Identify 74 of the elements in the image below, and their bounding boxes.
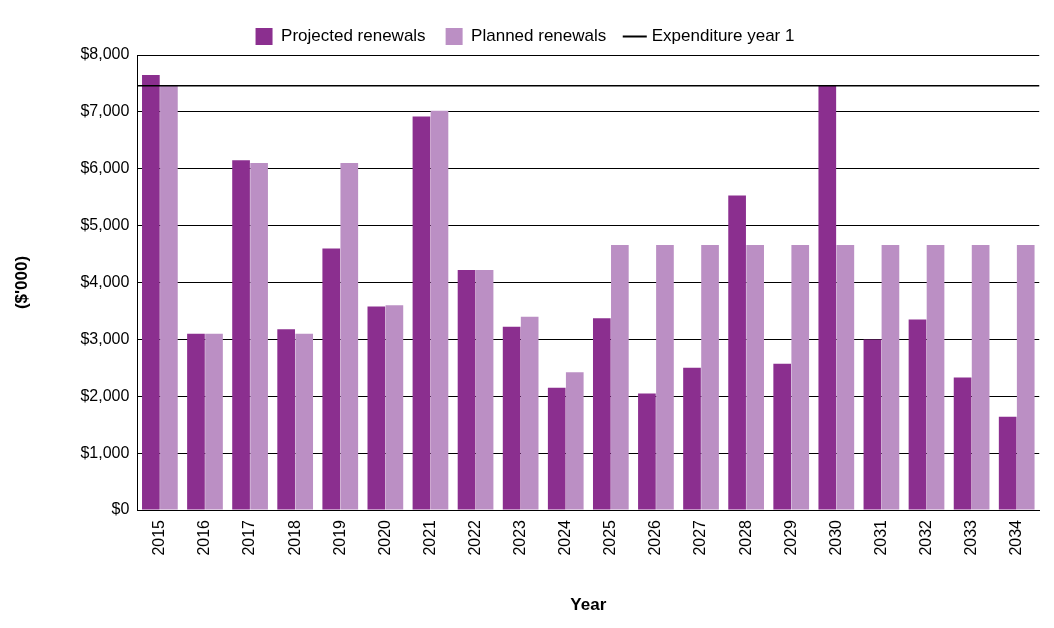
x-tick-label: 2020 xyxy=(375,519,393,556)
y-tick-label: $2,000 xyxy=(80,386,130,404)
bar xyxy=(367,306,386,510)
legend-label: Expenditure year 1 xyxy=(651,26,795,46)
x-tick-label: 2015 xyxy=(150,519,168,556)
bar xyxy=(250,163,268,510)
x-tick-label: 2021 xyxy=(420,519,438,556)
bar xyxy=(340,163,359,510)
bar xyxy=(1016,244,1035,510)
bar xyxy=(998,416,1017,510)
bar xyxy=(520,316,539,510)
bar xyxy=(187,333,205,510)
bar xyxy=(412,116,431,510)
y-tick-label: $1,000 xyxy=(80,443,130,461)
x-tick-label: 2018 xyxy=(285,519,303,556)
bar xyxy=(683,367,701,510)
bar xyxy=(385,305,404,510)
x-tick-label: 2033 xyxy=(962,519,980,556)
bar xyxy=(818,85,837,510)
x-tick-label: 2028 xyxy=(736,519,754,556)
bar xyxy=(322,248,341,510)
bar xyxy=(746,244,764,510)
x-tick-label: 2026 xyxy=(646,519,664,556)
x-tick-label: 2031 xyxy=(871,519,889,556)
y-tick-label: $6,000 xyxy=(80,159,130,177)
x-tick-label: 2034 xyxy=(1007,519,1025,556)
bar xyxy=(502,326,521,510)
x-tick-label: 2025 xyxy=(601,519,619,556)
y-axis-title: ($'000) xyxy=(11,255,31,310)
bar xyxy=(863,339,882,510)
bar xyxy=(547,387,566,510)
bar xyxy=(926,244,945,510)
bar xyxy=(881,244,900,510)
bar xyxy=(701,244,719,510)
x-axis-title: Year xyxy=(570,595,607,615)
y-tick-label: $3,000 xyxy=(80,329,130,347)
x-tick-label: 2030 xyxy=(826,519,844,556)
x-tick-label: 2019 xyxy=(330,519,348,556)
x-tick-label: 2029 xyxy=(781,519,799,556)
y-tick-label: $5,000 xyxy=(80,216,130,234)
bar xyxy=(953,377,972,510)
bar xyxy=(592,318,611,510)
bar xyxy=(638,393,656,510)
y-tick-label: $7,000 xyxy=(80,102,130,120)
x-tick-label: 2016 xyxy=(195,519,213,556)
bar xyxy=(791,244,810,510)
x-tick-label: 2024 xyxy=(556,519,574,556)
y-tick-label: $0 xyxy=(111,500,130,518)
bar xyxy=(836,244,855,510)
bar xyxy=(565,372,584,510)
y-tick-label: $8,000 xyxy=(80,45,130,63)
bar xyxy=(430,110,449,510)
x-tick-label: 2023 xyxy=(511,519,529,556)
bar xyxy=(656,244,674,510)
bar xyxy=(611,244,629,510)
x-tick-label: 2022 xyxy=(465,519,483,556)
bar xyxy=(142,74,160,510)
bar xyxy=(277,329,295,510)
bar xyxy=(205,333,223,510)
legend-label: Projected renewals xyxy=(281,26,426,46)
bar xyxy=(728,195,746,510)
bar xyxy=(160,85,178,510)
bar xyxy=(971,244,990,510)
bar xyxy=(232,160,250,510)
bar xyxy=(295,333,314,510)
x-tick-label: 2017 xyxy=(240,519,258,556)
bar xyxy=(457,269,476,510)
bar xyxy=(773,363,792,510)
x-tick-label: 2027 xyxy=(691,519,709,556)
y-tick-label: $4,000 xyxy=(80,272,130,290)
x-tick-label: 2032 xyxy=(916,519,934,556)
legend-label: Planned renewals xyxy=(471,26,607,46)
bar xyxy=(908,319,927,510)
bar xyxy=(475,269,494,510)
